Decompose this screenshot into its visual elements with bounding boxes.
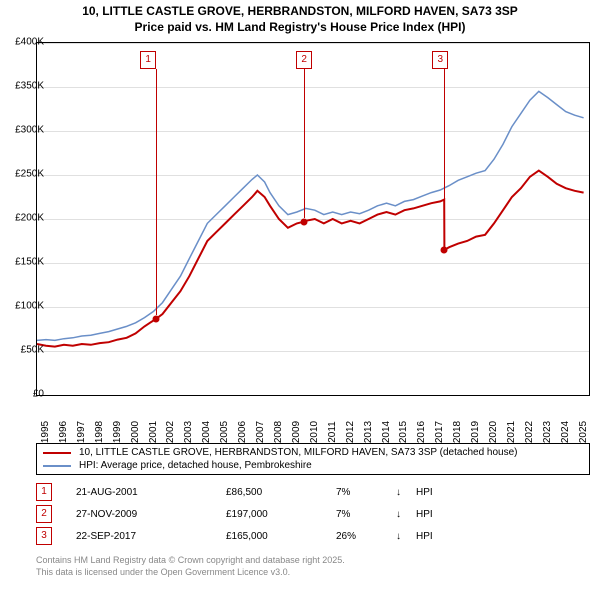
x-tick-label: 2009 (291, 421, 302, 443)
y-tick-label: £0 (4, 389, 44, 400)
marker-line-1 (156, 69, 157, 315)
x-tick-label: 2007 (255, 421, 266, 443)
transaction-date: 27-NOV-2009 (76, 509, 226, 520)
legend-label: HPI: Average price, detached house, Pemb… (79, 460, 312, 471)
series-hpi (37, 91, 584, 340)
x-tick-label: 2017 (434, 421, 445, 443)
x-tick-label: 2016 (416, 421, 427, 443)
x-tick-label: 1996 (58, 421, 69, 443)
transaction-row: 3 22-SEP-2017£165,00026%↓HPI (36, 525, 588, 547)
transaction-marker: 2 (36, 505, 52, 523)
series-price_paid (37, 171, 584, 347)
y-tick-label: £250K (4, 169, 44, 180)
transaction-pct: 26% (336, 531, 396, 542)
transaction-price: £197,000 (226, 509, 336, 520)
x-tick-label: 2020 (488, 421, 499, 443)
down-arrow-icon: ↓ (396, 531, 416, 542)
x-tick-label: 2008 (273, 421, 284, 443)
attribution-line-2: This data is licensed under the Open Gov… (36, 567, 290, 577)
marker-dot-2 (301, 218, 308, 225)
attribution-text: Contains HM Land Registry data © Crown c… (36, 555, 588, 578)
x-tick-label: 2025 (578, 421, 589, 443)
marker-line-2 (304, 69, 305, 218)
x-tick-label: 2023 (542, 421, 553, 443)
legend-item: 10, LITTLE CASTLE GROVE, HERBRANDSTON, M… (37, 446, 589, 459)
x-tick-label: 2005 (219, 421, 230, 443)
x-tick-label: 2021 (506, 421, 517, 443)
chart-lines-svg (37, 43, 589, 395)
transaction-marker: 3 (36, 527, 52, 545)
x-tick-label: 1998 (94, 421, 105, 443)
y-tick-label: £50K (4, 345, 44, 356)
x-tick-label: 2014 (381, 421, 392, 443)
x-tick-label: 2022 (524, 421, 535, 443)
legend-label: 10, LITTLE CASTLE GROVE, HERBRANDSTON, M… (79, 447, 518, 458)
x-tick-label: 2006 (237, 421, 248, 443)
x-tick-label: 2019 (470, 421, 481, 443)
x-tick-label: 1995 (40, 421, 51, 443)
marker-line-3 (444, 69, 445, 246)
legend-swatch (43, 452, 71, 454)
marker-dot-3 (441, 246, 448, 253)
transaction-pct: 7% (336, 487, 396, 498)
x-tick-label: 1997 (76, 421, 87, 443)
page-container: 10, LITTLE CASTLE GROVE, HERBRANDSTON, M… (0, 0, 600, 590)
x-tick-label: 2012 (345, 421, 356, 443)
y-tick-label: £400K (4, 37, 44, 48)
transaction-date: 22-SEP-2017 (76, 531, 226, 542)
marker-box-1: 1 (140, 51, 156, 69)
transaction-pct: 7% (336, 509, 396, 520)
transaction-price: £165,000 (226, 531, 336, 542)
title-line-2: Price paid vs. HM Land Registry's House … (135, 20, 466, 34)
y-tick-label: £100K (4, 301, 44, 312)
transaction-hpi-label: HPI (416, 487, 456, 498)
down-arrow-icon: ↓ (396, 487, 416, 498)
x-tick-label: 2013 (363, 421, 374, 443)
x-tick-label: 2004 (201, 421, 212, 443)
title-line-1: 10, LITTLE CASTLE GROVE, HERBRANDSTON, M… (82, 4, 518, 18)
x-tick-label: 2002 (165, 421, 176, 443)
x-tick-label: 2000 (130, 421, 141, 443)
legend-swatch (43, 465, 71, 467)
attribution-line-1: Contains HM Land Registry data © Crown c… (36, 555, 345, 565)
x-tick-label: 2018 (452, 421, 463, 443)
marker-box-2: 2 (296, 51, 312, 69)
y-tick-label: £350K (4, 81, 44, 92)
chart-legend: 10, LITTLE CASTLE GROVE, HERBRANDSTON, M… (36, 443, 590, 475)
marker-dot-1 (153, 315, 160, 322)
transaction-price: £86,500 (226, 487, 336, 498)
x-tick-label: 2015 (398, 421, 409, 443)
x-tick-label: 2024 (560, 421, 571, 443)
marker-box-3: 3 (432, 51, 448, 69)
x-tick-label: 2003 (183, 421, 194, 443)
y-tick-label: £300K (4, 125, 44, 136)
down-arrow-icon: ↓ (396, 509, 416, 520)
transaction-date: 21-AUG-2001 (76, 487, 226, 498)
x-tick-label: 2001 (148, 421, 159, 443)
x-tick-label: 1999 (112, 421, 123, 443)
transaction-hpi-label: HPI (416, 509, 456, 520)
x-tick-label: 2011 (327, 421, 338, 443)
transaction-row: 1 21-AUG-2001£86,5007%↓HPI (36, 481, 588, 503)
transactions-table: 121-AUG-2001£86,5007%↓HPI227-NOV-2009£19… (36, 481, 588, 547)
y-tick-label: £150K (4, 257, 44, 268)
transaction-row: 2 27-NOV-2009£197,0007%↓HPI (36, 503, 588, 525)
transaction-hpi-label: HPI (416, 531, 456, 542)
chart-title: 10, LITTLE CASTLE GROVE, HERBRANDSTON, M… (0, 0, 600, 35)
legend-item: HPI: Average price, detached house, Pemb… (37, 459, 589, 472)
y-tick-label: £200K (4, 213, 44, 224)
chart-plot-area: 1 2 3 (36, 42, 590, 396)
x-tick-label: 2010 (309, 421, 320, 443)
transaction-marker: 1 (36, 483, 52, 501)
